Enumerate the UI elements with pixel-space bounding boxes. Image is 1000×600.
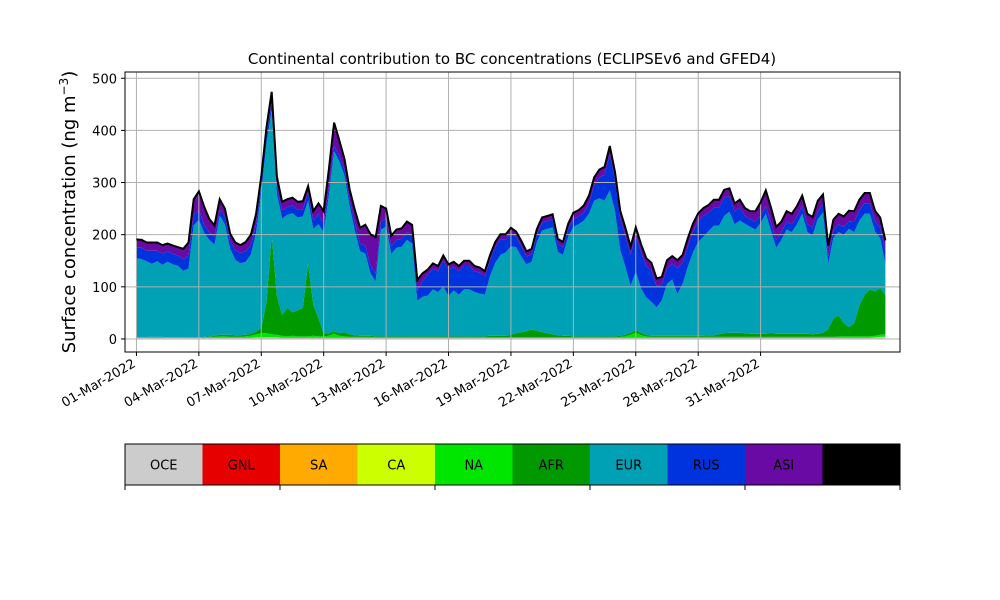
legend-label: GNL <box>228 459 256 474</box>
legend-label: AUS <box>848 459 875 474</box>
legend-swatch-rus <box>667 444 746 485</box>
legend-swatch-sa <box>280 444 358 485</box>
y-tick-label: 300 <box>92 177 117 192</box>
grid-lines <box>125 72 900 352</box>
legend-swatch-afr <box>512 444 591 485</box>
legend-colorbar: OCE GNL SA CA NA AFR EUR RUS ASI AUS <box>124 443 901 490</box>
axes-frame <box>124 71 901 353</box>
legend-label: AFR <box>539 459 564 474</box>
legend-swatch-gnl <box>202 444 281 485</box>
total-outline <box>136 91 887 283</box>
legend-swatch-na <box>435 444 513 485</box>
legend-label: RUS <box>693 459 720 474</box>
y-tick-label: 100 <box>92 281 117 296</box>
y-tick-label: 400 <box>92 124 117 139</box>
legend-label: EUR <box>615 459 642 474</box>
legend-swatch-eur <box>590 444 668 485</box>
y-axis-label: Surface concentration (ng m−3) <box>57 71 80 354</box>
y-axis: 0 100 200 300 400 500 <box>92 72 125 348</box>
y-tick-label: 0 <box>109 333 117 348</box>
legend-label: ASI <box>773 459 794 474</box>
chart-title: Continental contribution to BC concentra… <box>248 50 776 68</box>
legend-frame <box>124 443 901 486</box>
legend-swatch-oce <box>125 444 203 485</box>
y-tick-label: 200 <box>92 229 117 244</box>
legend-swatch-ca <box>357 444 436 485</box>
y-tick-label: 500 <box>92 72 117 87</box>
legend-swatch-asi <box>745 444 823 485</box>
legend-label: NA <box>464 459 483 474</box>
legend-swatch-aus <box>822 444 901 485</box>
legend-label: OCE <box>150 459 178 474</box>
legend-label: SA <box>310 459 327 474</box>
legend-label: CA <box>387 459 405 474</box>
